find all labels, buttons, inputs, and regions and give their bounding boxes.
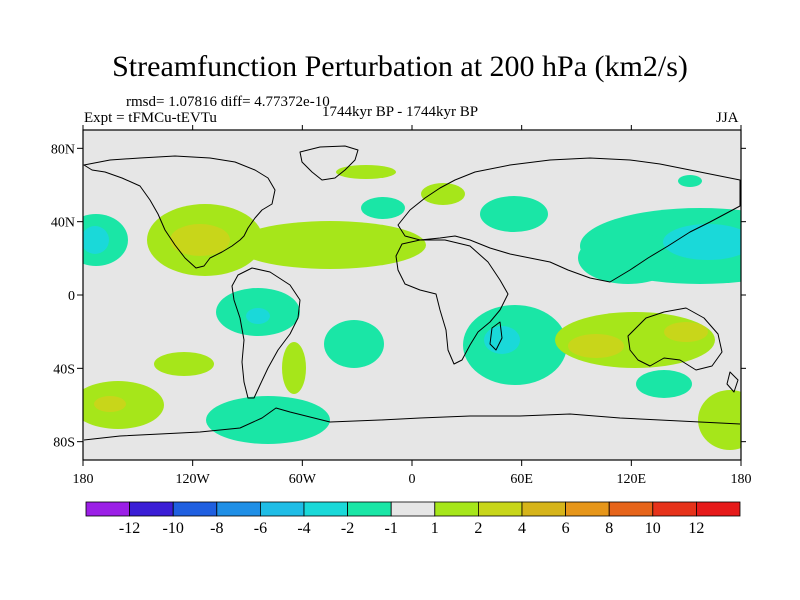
colorbar: -12 -10 -8 -6 -4 -2 -1 1 2 4 6 8 10 12 [85, 501, 741, 537]
y-tick-label: 80S [53, 436, 75, 451]
coastline-greenland [299, 145, 359, 181]
y-tick-label: 0 [68, 289, 75, 304]
contour-region [170, 224, 230, 256]
colorbar-label: 2 [474, 520, 482, 537]
contour-region [664, 322, 708, 342]
coastline-madagascar [489, 321, 503, 351]
x-axis: 180 120W 60W 0 60E 120E 180 [73, 125, 752, 487]
experiment-label: Expt = tFMCu-tEVTu [84, 110, 217, 126]
coastline-north-america [83, 155, 276, 269]
strong-positive-anomaly-regions [94, 224, 708, 412]
colorbar-label: 10 [645, 520, 661, 537]
y-tick-label: 40S [53, 362, 75, 377]
colorbar-swatch [390, 501, 436, 517]
coastline-australia [627, 307, 723, 371]
colorbar-swatch [434, 501, 479, 517]
coastlines [83, 145, 741, 441]
colorbar-swatch [303, 501, 348, 517]
colorbar-swatch [521, 501, 566, 517]
contour-region [698, 390, 741, 450]
colorbar-label: -12 [119, 520, 140, 537]
contour-region [336, 165, 396, 179]
page-title: Streamfunction Perturbation at 200 hPa (… [112, 50, 688, 83]
coastline-new-zealand [726, 371, 739, 393]
contour-region [678, 175, 702, 187]
map-field [83, 130, 741, 460]
colorbar-swatch [608, 501, 654, 517]
x-tick-label: 60W [289, 472, 317, 487]
colorbar-label: 6 [562, 520, 570, 537]
period-label: 1744kyr BP - 1744kyr BP [322, 104, 479, 120]
contour-region [154, 352, 214, 376]
colorbar-swatch [565, 501, 610, 517]
x-tick-label: 120W [176, 472, 211, 487]
colorbar-label: -8 [210, 520, 223, 537]
x-tick-label: 60E [510, 472, 533, 487]
contour-region [206, 396, 330, 444]
contour-region [568, 334, 624, 358]
contour-region [361, 197, 405, 219]
contour-region [421, 183, 465, 205]
colorbar-swatch [696, 501, 741, 517]
x-tick-label: 180 [731, 472, 752, 487]
contour-region [484, 326, 520, 354]
x-tick-label: 0 [409, 472, 416, 487]
colorbar-label: -1 [385, 520, 398, 537]
colorbar-swatch [129, 501, 174, 517]
colorbar-label: -10 [163, 520, 184, 537]
stats-text: rmsd= 1.07816 diff= 4.77372e-10 [126, 94, 330, 110]
colorbar-swatch [347, 501, 392, 517]
contour-region [246, 308, 270, 324]
colorbar-label: -6 [254, 520, 267, 537]
contour-region [94, 396, 126, 412]
colorbar-swatch [652, 501, 697, 517]
colorbar-label: -2 [341, 520, 354, 537]
colorbar-swatch [172, 501, 218, 517]
colorbar-label: 4 [518, 520, 526, 537]
colorbar-label: -4 [297, 520, 310, 537]
colorbar-swatch [477, 501, 523, 517]
contour-region [234, 221, 426, 269]
x-tick-label: 120E [617, 472, 647, 487]
contour-region [578, 232, 678, 284]
contour-region [663, 224, 741, 260]
coastline-south-america [231, 267, 301, 399]
coastline-eurasia [397, 157, 741, 283]
map-background [83, 130, 741, 460]
season-label: JJA [716, 110, 739, 126]
contour-region [324, 320, 384, 368]
colorbar-label: 1 [431, 520, 439, 537]
coastline-africa [395, 239, 509, 365]
coastline-antarctica [83, 407, 741, 441]
contour-region [480, 196, 548, 232]
colorbar-swatch [216, 501, 261, 517]
colorbar-swatch [85, 501, 130, 517]
y-tick-label: 80N [51, 142, 75, 157]
colorbar-label: 12 [688, 520, 704, 537]
colorbar-swatch [259, 501, 305, 517]
y-tick-label: 40N [51, 216, 75, 231]
y-axis: 80N 40N 0 40S 80S [51, 142, 746, 451]
colorbar-label: 8 [605, 520, 613, 537]
contour-region [83, 226, 109, 254]
x-tick-label: 180 [73, 472, 94, 487]
contour-region [282, 342, 306, 394]
contour-region [636, 370, 692, 398]
